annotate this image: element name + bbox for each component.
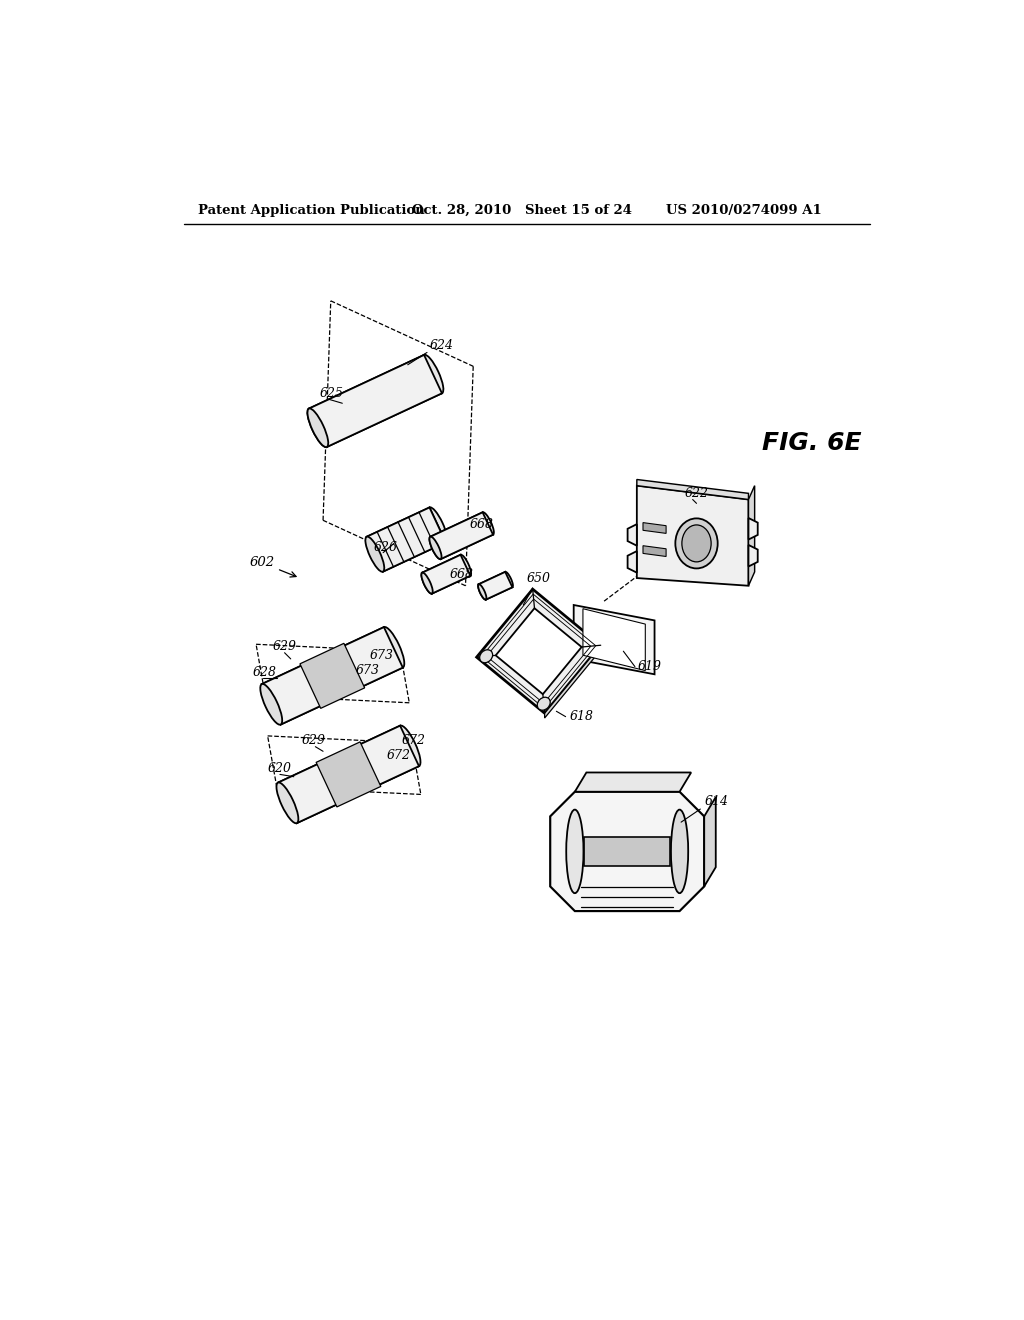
Text: 668: 668	[469, 517, 494, 531]
Ellipse shape	[566, 809, 584, 894]
Ellipse shape	[676, 519, 718, 569]
Polygon shape	[300, 643, 365, 709]
Ellipse shape	[429, 537, 441, 560]
Ellipse shape	[671, 809, 688, 894]
Text: 673: 673	[370, 649, 393, 661]
Text: 650: 650	[527, 572, 551, 585]
Text: 673: 673	[355, 664, 380, 677]
Text: 629: 629	[301, 734, 326, 747]
Ellipse shape	[428, 507, 447, 543]
Polygon shape	[550, 792, 705, 911]
Ellipse shape	[307, 408, 329, 447]
Polygon shape	[476, 589, 601, 713]
Ellipse shape	[423, 355, 443, 393]
Polygon shape	[478, 572, 512, 599]
Polygon shape	[430, 512, 493, 560]
Polygon shape	[643, 545, 666, 557]
Ellipse shape	[307, 408, 329, 447]
Ellipse shape	[479, 649, 493, 663]
Ellipse shape	[505, 572, 513, 587]
Polygon shape	[637, 479, 749, 499]
Polygon shape	[545, 645, 601, 718]
Polygon shape	[367, 507, 445, 572]
Text: 602: 602	[250, 557, 275, 569]
Text: Sheet 15 of 24: Sheet 15 of 24	[524, 205, 632, 218]
Text: 618: 618	[569, 710, 594, 723]
Polygon shape	[262, 627, 402, 725]
Ellipse shape	[260, 684, 283, 725]
Text: 624: 624	[429, 339, 454, 352]
Polygon shape	[749, 517, 758, 540]
Polygon shape	[262, 627, 402, 725]
Polygon shape	[628, 524, 637, 545]
Polygon shape	[309, 355, 442, 447]
Polygon shape	[584, 837, 671, 866]
Polygon shape	[637, 486, 749, 586]
Ellipse shape	[422, 573, 433, 594]
Text: Patent Application Publication: Patent Application Publication	[199, 205, 425, 218]
Text: 625: 625	[319, 387, 343, 400]
Text: 620: 620	[267, 762, 292, 775]
Polygon shape	[278, 726, 419, 824]
Text: US 2010/0274099 A1: US 2010/0274099 A1	[666, 205, 821, 218]
Polygon shape	[316, 742, 381, 807]
Ellipse shape	[276, 783, 298, 824]
Polygon shape	[749, 486, 755, 586]
Text: Oct. 28, 2010: Oct. 28, 2010	[412, 205, 511, 218]
Text: 628: 628	[252, 665, 276, 678]
Polygon shape	[422, 554, 470, 594]
Text: 626: 626	[374, 541, 398, 554]
Ellipse shape	[460, 554, 471, 576]
Polygon shape	[628, 552, 637, 573]
Text: 668: 668	[451, 568, 474, 581]
Ellipse shape	[366, 537, 384, 572]
Polygon shape	[278, 726, 419, 824]
Ellipse shape	[481, 512, 494, 535]
Text: 629: 629	[273, 640, 297, 652]
Polygon shape	[430, 512, 493, 560]
Text: 622: 622	[685, 487, 709, 500]
Polygon shape	[573, 605, 654, 675]
Polygon shape	[309, 355, 442, 447]
Text: 614: 614	[705, 795, 729, 808]
Ellipse shape	[429, 537, 441, 560]
Polygon shape	[496, 609, 582, 694]
Polygon shape	[749, 545, 758, 566]
Text: 672: 672	[401, 734, 426, 747]
Polygon shape	[367, 507, 445, 572]
Ellipse shape	[682, 525, 711, 562]
Polygon shape	[583, 609, 645, 671]
Ellipse shape	[478, 585, 486, 599]
Polygon shape	[705, 797, 716, 887]
Ellipse shape	[398, 726, 421, 767]
Ellipse shape	[382, 627, 404, 668]
Polygon shape	[478, 572, 512, 599]
Polygon shape	[643, 523, 666, 533]
Text: FIG. 6E: FIG. 6E	[762, 432, 861, 455]
Ellipse shape	[478, 585, 486, 599]
Text: 672: 672	[387, 748, 411, 762]
Polygon shape	[574, 772, 691, 792]
Polygon shape	[422, 554, 470, 594]
Text: 619: 619	[637, 660, 662, 673]
Ellipse shape	[538, 697, 550, 710]
Ellipse shape	[422, 573, 433, 594]
